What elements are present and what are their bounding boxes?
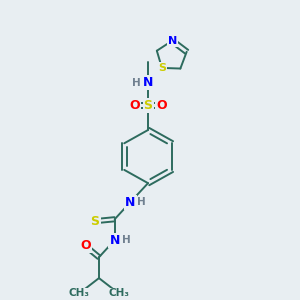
Text: S: S <box>91 214 100 228</box>
Text: S: S <box>143 99 152 112</box>
Text: O: O <box>80 239 91 252</box>
Text: O: O <box>129 99 140 112</box>
Text: N: N <box>110 234 120 247</box>
Text: N: N <box>125 196 136 209</box>
Text: H: H <box>132 77 141 88</box>
Text: CH₃: CH₃ <box>69 288 90 298</box>
Text: N: N <box>167 36 177 46</box>
Text: O: O <box>157 99 167 112</box>
Text: CH₃: CH₃ <box>108 288 129 298</box>
Text: H: H <box>137 197 146 207</box>
Text: H: H <box>122 235 130 245</box>
Text: S: S <box>158 63 166 73</box>
Text: N: N <box>143 76 153 89</box>
